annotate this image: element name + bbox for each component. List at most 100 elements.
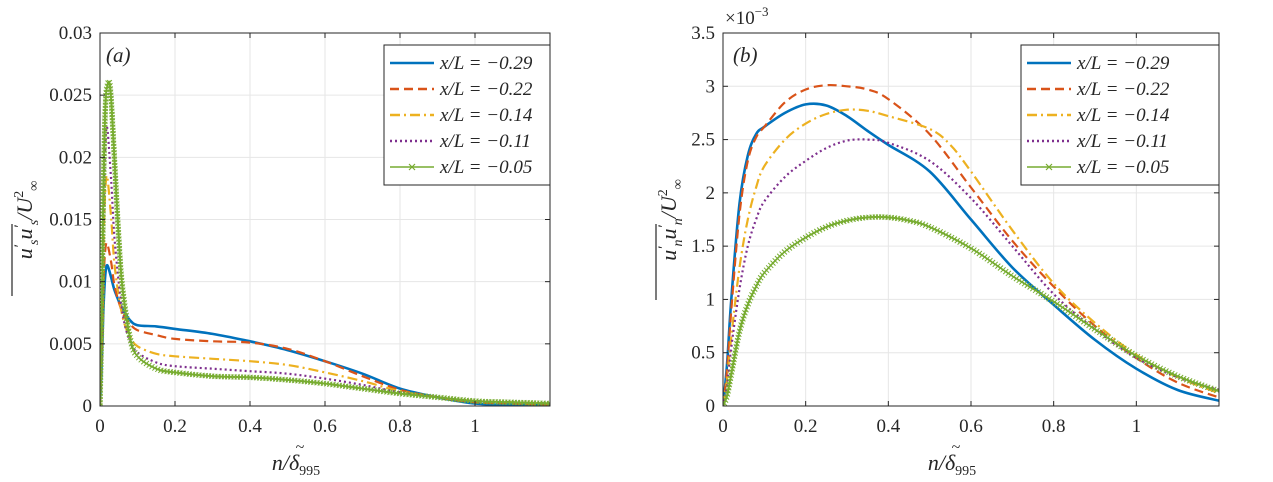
- x-marker: [1040, 292, 1047, 299]
- panel-a-chart: 0 0.2 0.4 0.6 0.8 1 0 0.005 0.01 0.015 0.02 0.025 0.…: [11, 23, 551, 479]
- x-marker: [146, 362, 153, 369]
- panel-b-chart: 0 0.2 0.4 0.6 0.8 1 0 0.5 1 1.5 2 2.5 3 3.5 (b) ×10−3…: [655, 4, 1220, 479]
- y-tick-label: 0.5: [691, 343, 715, 364]
- x-marker: [1078, 317, 1084, 323]
- legend-label-1: x/L = −0.29: [439, 53, 533, 74]
- y-tick-label: 0.03: [59, 23, 92, 44]
- x-marker: [1174, 373, 1181, 380]
- svg-text:u′su′s/U2∞: u′su′s/U2∞: [12, 181, 42, 259]
- x-marker: [1000, 266, 1006, 273]
- x-marker: [746, 297, 753, 304]
- x-marker: [976, 250, 983, 257]
- x-marker: [1096, 329, 1103, 336]
- x-marker: [1086, 322, 1092, 329]
- x-marker: [140, 358, 147, 365]
- x-marker: [1195, 381, 1202, 387]
- x-marker: [1013, 275, 1020, 282]
- x-marker: [934, 227, 941, 234]
- svg-text:u′nu′n/U2∞: u′nu′n/U2∞: [656, 179, 686, 261]
- x-marker: [130, 347, 137, 353]
- x-marker: [1112, 340, 1119, 346]
- x-marker: [743, 306, 749, 313]
- x-marker: [925, 223, 932, 230]
- x-tick-label: 0.6: [959, 416, 983, 437]
- x-marker: [943, 231, 949, 238]
- series-line-2: [723, 83, 1219, 406]
- x-marker: [1002, 268, 1009, 275]
- svg-text:~: ~: [952, 439, 961, 456]
- x-marker: [1129, 350, 1135, 357]
- x-marker: [1204, 384, 1211, 391]
- x-marker: [1046, 295, 1053, 302]
- y-tick-label: 0.025: [49, 85, 92, 106]
- x-marker: [822, 224, 829, 231]
- y-tick-label: 1: [706, 289, 716, 310]
- x-marker: [747, 294, 754, 301]
- x-marker: [791, 241, 798, 248]
- x-marker: [1134, 353, 1141, 360]
- x-marker: [751, 286, 758, 293]
- x-marker: [816, 227, 823, 233]
- x-tick-label: 0: [718, 416, 728, 437]
- x-marker: [1080, 318, 1087, 325]
- x-marker: [1043, 294, 1050, 300]
- x-marker: [129, 344, 136, 350]
- x-marker: [1107, 336, 1114, 343]
- svg-text:~: ~: [296, 439, 305, 456]
- x-marker: [754, 280, 761, 287]
- legend-label-5: x/L = −0.05: [439, 157, 532, 178]
- x-marker: [753, 283, 760, 290]
- x-marker: [951, 236, 958, 242]
- x-marker: [1067, 309, 1074, 316]
- panel-b-series: [723, 83, 1219, 406]
- x-marker: [1094, 327, 1100, 334]
- x-marker: [1072, 313, 1079, 320]
- x-marker: [979, 252, 985, 259]
- x-marker: [1038, 290, 1044, 297]
- x-marker: [1189, 379, 1196, 385]
- x-marker: [745, 300, 752, 307]
- x-marker: [1029, 285, 1036, 292]
- x-marker: [1118, 343, 1124, 350]
- y-tick-label: 0: [706, 396, 716, 417]
- x-marker: [1183, 376, 1190, 383]
- panel-a-label: (a): [106, 43, 131, 67]
- x-marker: [1088, 324, 1095, 330]
- x-marker: [992, 261, 999, 268]
- x-marker: [1051, 299, 1058, 306]
- x-marker: [981, 254, 988, 260]
- x-marker: [1024, 282, 1031, 289]
- x-marker: [1143, 358, 1149, 365]
- x-marker: [154, 366, 161, 373]
- x-marker: [1126, 348, 1133, 355]
- x-marker: [989, 259, 996, 266]
- legend-label-2: x/L = −0.22: [439, 79, 533, 100]
- x-marker: [1198, 382, 1205, 389]
- x-marker: [143, 360, 150, 367]
- x-marker: [1186, 378, 1193, 384]
- x-marker: [800, 236, 806, 243]
- x-marker: [819, 225, 826, 232]
- x-marker: [794, 239, 801, 246]
- legend-marker: [408, 163, 416, 171]
- x-tick-label: 0.4: [238, 416, 262, 437]
- x-marker: [811, 230, 817, 236]
- panel-b-xlabel: n/δ995 ~: [928, 439, 976, 479]
- x-marker: [152, 365, 158, 371]
- y-tick-label: 0.01: [59, 272, 92, 293]
- panel-a-ylabel: u′su′s/U2∞: [11, 181, 42, 296]
- x-marker: [813, 228, 820, 235]
- x-marker: [1180, 375, 1187, 382]
- x-marker: [1131, 352, 1138, 358]
- x-marker: [962, 242, 969, 249]
- x-marker: [744, 303, 750, 310]
- y-tick-label: 0.015: [49, 210, 92, 231]
- x-marker: [968, 245, 975, 252]
- x-marker: [945, 233, 952, 240]
- x-marker: [1163, 368, 1169, 374]
- x-tick-label: 0.2: [163, 416, 187, 437]
- x-marker: [931, 226, 938, 232]
- x-marker: [997, 265, 1004, 271]
- x-marker: [1049, 297, 1055, 304]
